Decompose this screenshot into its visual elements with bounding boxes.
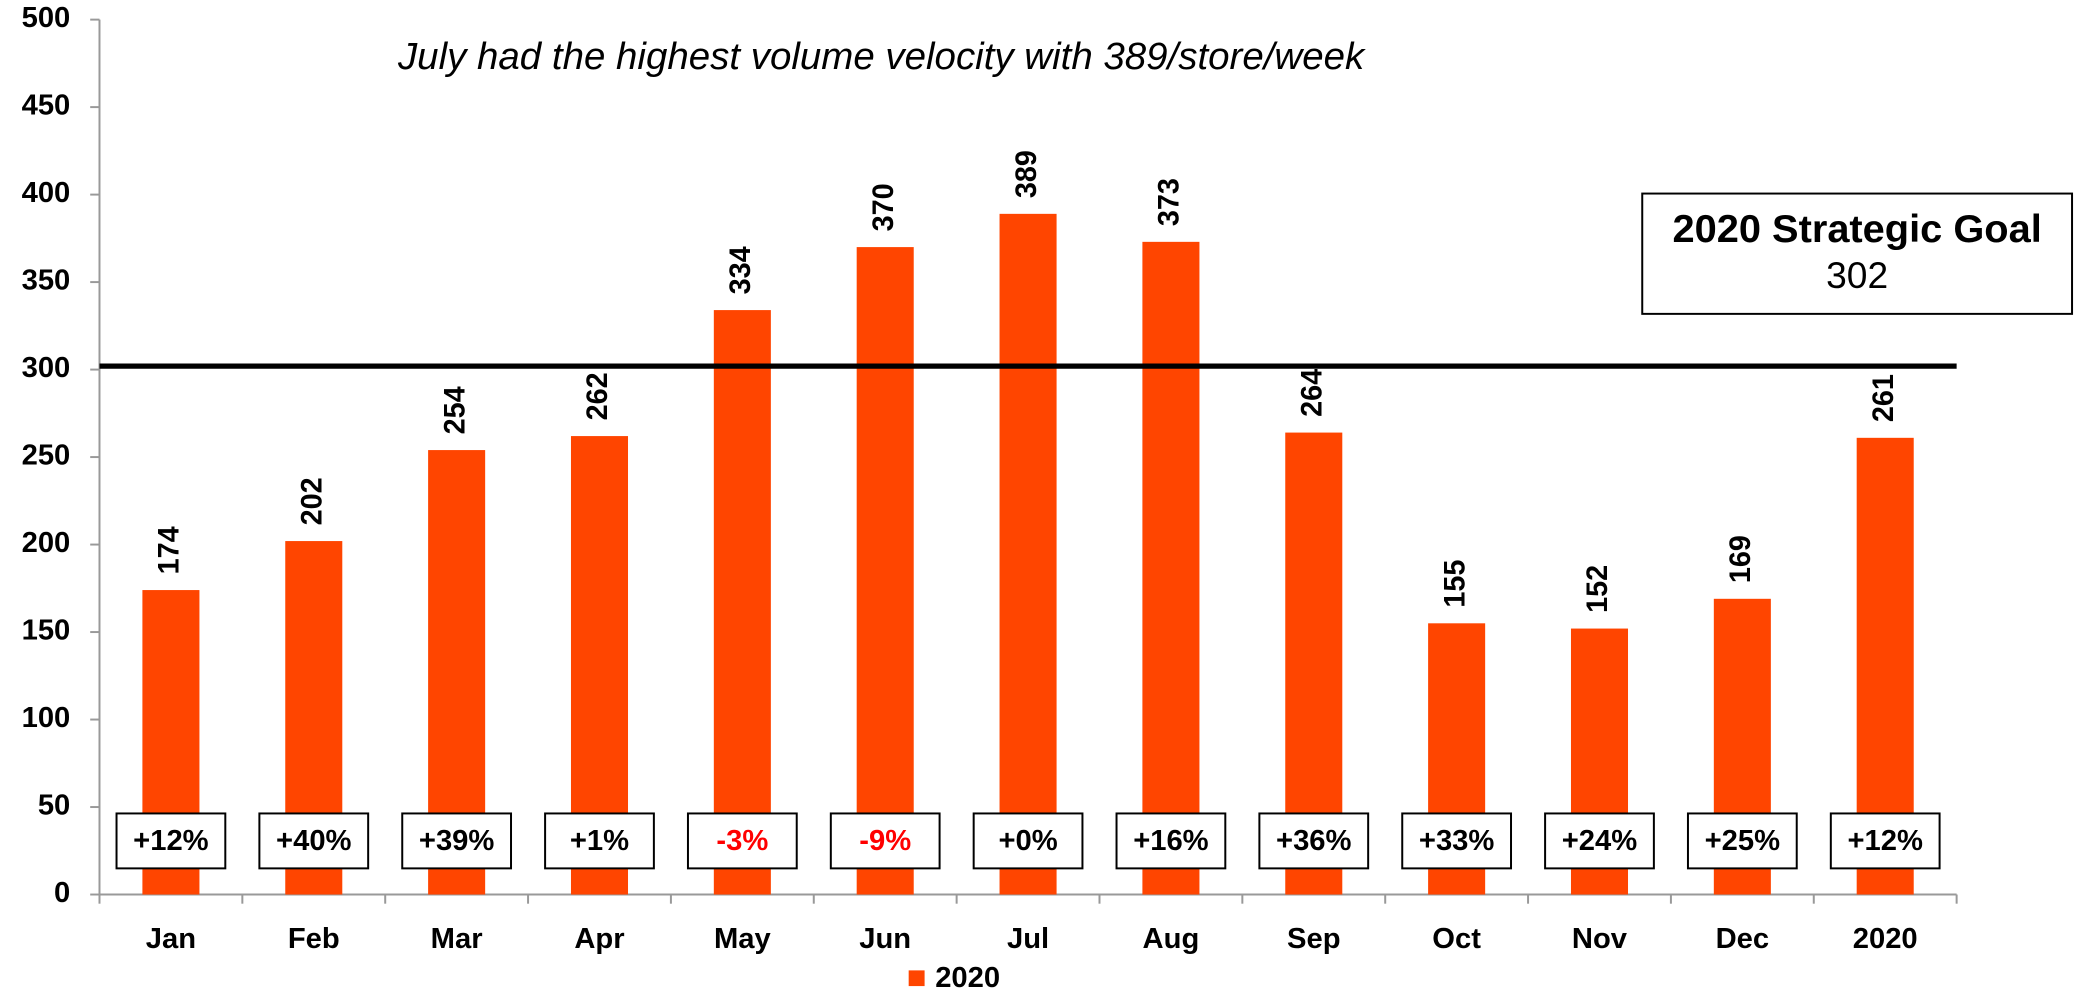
change-box bbox=[1401, 812, 1513, 870]
x-tick-label: Jan bbox=[146, 923, 196, 955]
change-box bbox=[1258, 812, 1370, 870]
change-label: +16% bbox=[1133, 825, 1208, 857]
y-tick-label: 250 bbox=[22, 440, 71, 472]
legend-label: 2020 bbox=[935, 962, 1000, 994]
change-label: +1% bbox=[570, 825, 629, 857]
x-tick-label: Aug bbox=[1143, 923, 1200, 955]
y-tick-label: 300 bbox=[22, 352, 71, 384]
bar bbox=[999, 213, 1057, 895]
change-box bbox=[972, 812, 1084, 870]
change-label: -9% bbox=[859, 825, 911, 857]
annotation: July had the highest volume velocity wit… bbox=[397, 35, 1366, 78]
value-label: 373 bbox=[1153, 178, 1185, 226]
x-tick-label: 2020 bbox=[1853, 923, 1918, 955]
value-label: 389 bbox=[1011, 150, 1043, 198]
bar bbox=[856, 247, 914, 895]
bar bbox=[1142, 241, 1200, 895]
change-label: +40% bbox=[276, 825, 351, 857]
y-tick-label: 50 bbox=[38, 790, 70, 822]
change-box bbox=[1829, 812, 1941, 870]
y-tick-label: 150 bbox=[22, 615, 71, 647]
y-tick-label: 400 bbox=[22, 177, 71, 209]
change-box bbox=[115, 812, 227, 870]
value-label: 155 bbox=[1439, 560, 1471, 608]
change-box bbox=[829, 812, 941, 870]
x-tick-label: Mar bbox=[431, 923, 483, 955]
change-label: +12% bbox=[1847, 825, 1922, 857]
x-tick-label: Sep bbox=[1287, 923, 1341, 955]
change-label: +12% bbox=[133, 825, 208, 857]
x-tick-label: Dec bbox=[1716, 923, 1770, 955]
change-label: +33% bbox=[1419, 825, 1494, 857]
value-label: 254 bbox=[439, 386, 471, 434]
change-box bbox=[258, 812, 370, 870]
value-label: 264 bbox=[1296, 369, 1328, 417]
change-label: +36% bbox=[1276, 825, 1351, 857]
value-label: 262 bbox=[582, 372, 614, 420]
value-label: 169 bbox=[1725, 535, 1757, 583]
value-label: 202 bbox=[296, 477, 328, 525]
y-tick-label: 450 bbox=[22, 90, 71, 122]
x-tick-label: Jun bbox=[859, 923, 911, 955]
change-label: +24% bbox=[1562, 825, 1637, 857]
change-label: +25% bbox=[1705, 825, 1780, 857]
x-tick-label: May bbox=[714, 923, 771, 955]
value-label: 152 bbox=[1582, 565, 1614, 613]
y-tick-label: 0 bbox=[54, 877, 70, 909]
change-box bbox=[1686, 812, 1798, 870]
goal-value: 302 bbox=[1826, 255, 1888, 296]
goal-box bbox=[1641, 192, 2074, 315]
x-tick-label: Feb bbox=[288, 923, 340, 955]
change-box bbox=[1115, 812, 1227, 870]
x-tick-label: Nov bbox=[1572, 923, 1627, 955]
change-label: -3% bbox=[716, 825, 768, 857]
x-tick-label: Jul bbox=[1007, 923, 1049, 955]
change-label: +39% bbox=[419, 825, 494, 857]
y-tick-label: 200 bbox=[22, 527, 71, 559]
y-tick-label: 350 bbox=[22, 265, 71, 297]
change-label: +0% bbox=[998, 825, 1057, 857]
y-tick-label: 100 bbox=[22, 702, 71, 734]
value-label: 174 bbox=[153, 526, 185, 574]
goal-title: 2020 Strategic Goal bbox=[1673, 207, 2042, 251]
value-label: 261 bbox=[1868, 374, 1900, 422]
change-box bbox=[1544, 812, 1655, 870]
y-tick-label: 500 bbox=[22, 2, 71, 34]
change-box bbox=[686, 812, 798, 870]
change-box bbox=[401, 812, 513, 870]
x-tick-label: Apr bbox=[574, 923, 624, 955]
bar bbox=[713, 310, 771, 895]
value-label: 334 bbox=[725, 246, 757, 294]
x-tick-label: Oct bbox=[1432, 923, 1481, 955]
value-label: 370 bbox=[868, 183, 900, 231]
change-box bbox=[544, 812, 655, 870]
legend-swatch bbox=[908, 970, 925, 987]
